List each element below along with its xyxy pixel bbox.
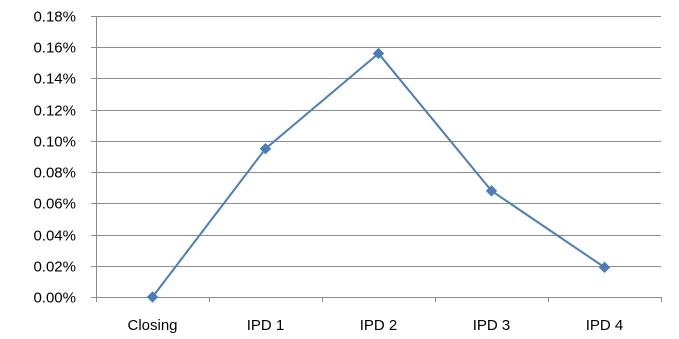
x-axis-tick-labels: Closing IPD 1 IPD 2 IPD 3 IPD 4 (127, 317, 623, 334)
y-tick-label: 0.04% (33, 228, 76, 245)
y-tick-label: 0.02% (33, 259, 76, 276)
y-axis-tick-labels: 0.00% 0.02% 0.04% 0.06% 0.08% 0.10% 0.12% 0.14%… (33, 9, 76, 307)
data-point-marker (485, 185, 498, 197)
y-tick-label: 0.14% (33, 71, 76, 88)
y-tick-label: 0.12% (33, 103, 76, 120)
data-point-marker (146, 291, 159, 303)
x-tick-label: IPD 3 (473, 317, 511, 334)
y-tick-label: 0.00% (33, 290, 76, 307)
series-line (151, 52, 606, 298)
y-tick-label: 0.18% (33, 9, 76, 26)
x-tick-label: IPD 2 (360, 317, 398, 334)
x-tick-label: IPD 1 (247, 317, 285, 334)
gridlines (96, 16, 661, 267)
data-point-marker (372, 47, 385, 60)
series-group (146, 47, 611, 303)
y-tick-label: 0.08% (33, 165, 76, 182)
x-tick-label: Closing (127, 317, 177, 334)
data-point-marker (259, 142, 272, 155)
data-point-marker (598, 261, 611, 274)
y-tick-label: 0.06% (33, 196, 76, 213)
x-tick-label: IPD 4 (586, 317, 624, 334)
y-tick-label: 0.16% (33, 40, 76, 57)
y-tick-label: 0.10% (33, 134, 76, 151)
axes (91, 16, 662, 302)
